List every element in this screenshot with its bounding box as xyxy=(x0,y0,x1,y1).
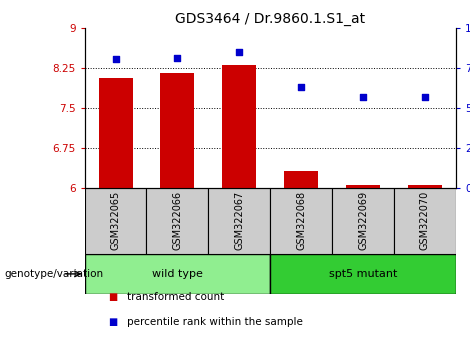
Bar xyxy=(394,188,456,254)
Text: ■: ■ xyxy=(108,292,118,302)
Text: wild type: wild type xyxy=(152,269,203,279)
Bar xyxy=(160,74,195,188)
Point xyxy=(421,94,429,100)
Bar xyxy=(208,188,270,254)
Bar xyxy=(222,65,256,188)
Point xyxy=(298,85,305,90)
Bar xyxy=(85,188,147,254)
Text: GSM322066: GSM322066 xyxy=(172,191,182,250)
Bar xyxy=(270,188,332,254)
Point xyxy=(359,94,367,100)
Point xyxy=(235,50,243,55)
Text: GSM322067: GSM322067 xyxy=(235,191,244,250)
Bar xyxy=(147,188,208,254)
Bar xyxy=(332,188,394,254)
Bar xyxy=(270,254,456,294)
Text: GSM322069: GSM322069 xyxy=(358,191,368,250)
Text: transformed count: transformed count xyxy=(127,292,224,302)
Text: genotype/variation: genotype/variation xyxy=(5,269,104,279)
Bar xyxy=(99,78,133,188)
Point xyxy=(112,56,119,62)
Text: ■: ■ xyxy=(108,317,118,327)
Bar xyxy=(85,254,270,294)
Text: percentile rank within the sample: percentile rank within the sample xyxy=(127,317,303,327)
Text: GSM322068: GSM322068 xyxy=(296,191,306,250)
Bar xyxy=(408,185,442,188)
Point xyxy=(173,55,181,61)
Text: GSM322070: GSM322070 xyxy=(420,191,430,250)
Title: GDS3464 / Dr.9860.1.S1_at: GDS3464 / Dr.9860.1.S1_at xyxy=(175,12,365,26)
Text: spt5 mutant: spt5 mutant xyxy=(329,269,397,279)
Text: GSM322065: GSM322065 xyxy=(110,191,120,250)
Bar xyxy=(284,171,318,188)
Bar xyxy=(346,185,380,188)
